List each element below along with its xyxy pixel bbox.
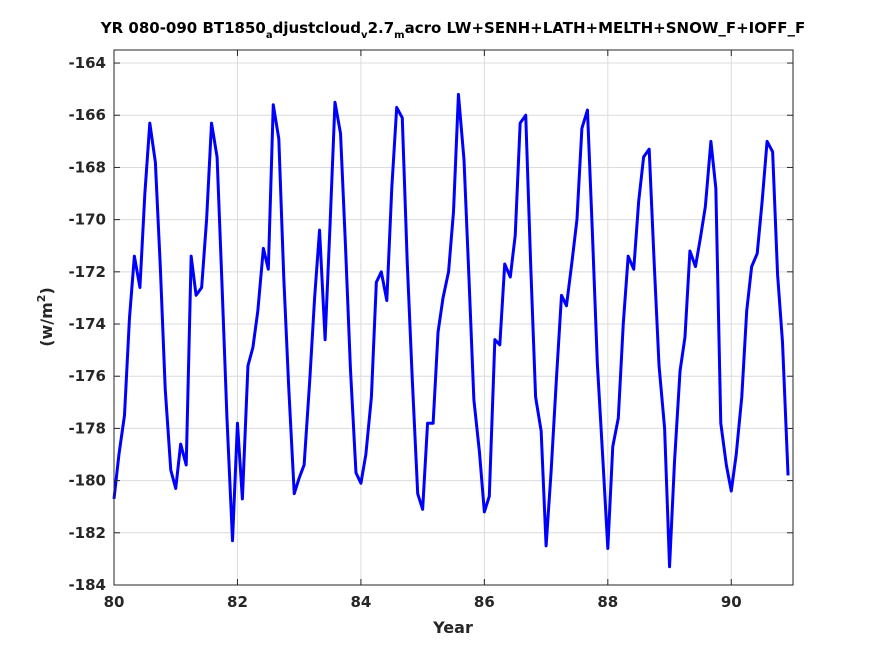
tick-labels: 80 82 84 86 88 90 -184 -182 -180 -178 -176 -174 -172…: [68, 54, 741, 611]
x-axis-label: Year: [432, 618, 473, 637]
y-tick-label: -180: [68, 472, 106, 490]
plot-area: [114, 50, 793, 585]
tick-marks: [113, 50, 793, 586]
y-tick-label: -184: [68, 576, 106, 594]
y-tick-label: -178: [68, 419, 106, 437]
x-tick-label: 80: [104, 593, 125, 611]
x-tick-label: 90: [721, 593, 742, 611]
y-tick-label: -182: [68, 524, 106, 542]
series-line: [112, 92, 790, 569]
x-tick-label: 82: [227, 593, 248, 611]
x-tick-label: 84: [350, 593, 371, 611]
plot-frame: [113, 49, 794, 586]
series-group: [112, 92, 790, 569]
y-tick-label: -168: [68, 158, 106, 176]
y-tick-label: -174: [68, 315, 106, 333]
y-tick-label: -166: [68, 106, 106, 124]
y-tick-label: -172: [68, 263, 106, 281]
x-tick-label: 88: [597, 593, 618, 611]
y-tick-label: -176: [68, 367, 106, 385]
y-tick-label: -170: [68, 211, 106, 229]
y-axis-label: (w/m2): [35, 287, 56, 347]
x-tick-label: 86: [474, 593, 495, 611]
chart-title: YR 080-090 BT1850adjustcloudv2.7macro LW…: [100, 19, 806, 41]
y-tick-label: -164: [68, 54, 106, 72]
